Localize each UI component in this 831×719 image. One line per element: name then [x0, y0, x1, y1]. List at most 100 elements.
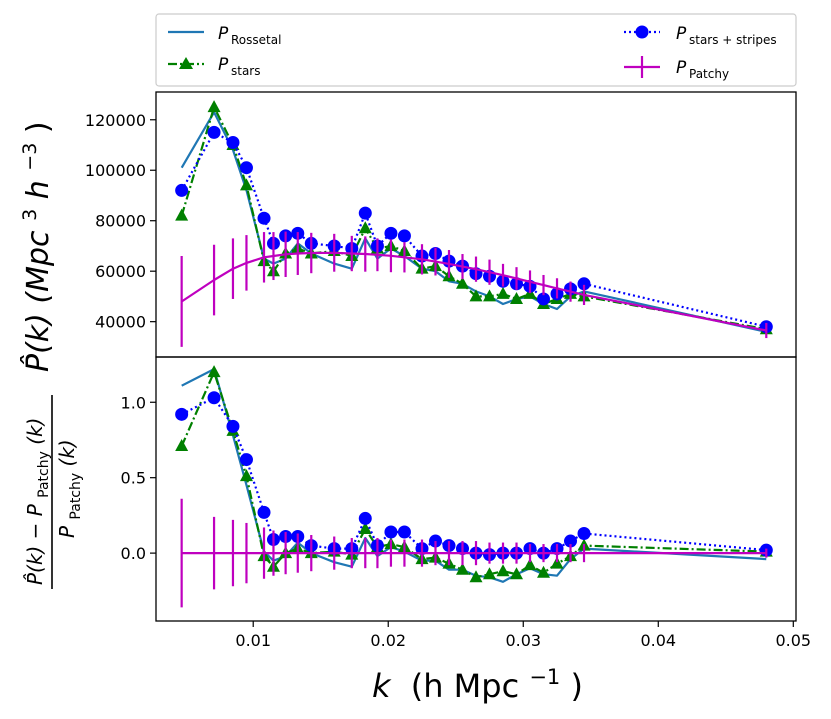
bottom-line-stars: [180, 371, 767, 579]
top-ylabel-text: P̂(k) (Mpc 3 h −3 ): [9, 121, 56, 372]
xtick-label: 0.04: [640, 631, 676, 650]
bottom-point-stars: [358, 521, 372, 534]
top-point-stars: [175, 208, 189, 221]
legend-entry-stars-stripes: P stars + stripes: [624, 24, 777, 47]
legend-label-patchy-sub: Patchy: [689, 67, 729, 81]
legend-entry-stars: P stars: [168, 55, 261, 78]
top-point-stars-stripes: [537, 292, 551, 306]
top-point-stars-stripes: [239, 161, 253, 175]
bottom-ylabel-den-sub: Patchy: [68, 473, 84, 520]
bottom-ylabel-numerator: P̂(k) − P Patchy (k): [23, 418, 53, 585]
legend-label-rossetal-main: P: [218, 24, 229, 44]
bottom-point-stars-stripes: [358, 511, 372, 525]
top-point-stars-stripes: [226, 135, 240, 149]
xlabel-sup: −1: [529, 665, 560, 689]
top-ylabel-close: ): [21, 121, 56, 133]
top-ytick-label: 80000: [95, 212, 146, 231]
legend-entry-rossetal: P Rossetal: [168, 24, 281, 47]
bottom-ylabel-num-main: P̂(k) − P: [23, 503, 47, 585]
bottom-point-stars: [550, 556, 564, 569]
top-ytick-label: 100000: [85, 161, 146, 180]
top-point-stars: [207, 100, 221, 113]
bottom-line-stars-stripes: [181, 396, 767, 556]
legend-label-patchy-main: P: [676, 58, 687, 78]
legend: P Rossetal P stars P stars + stripes P P…: [155, 13, 797, 87]
top-point-stars: [496, 286, 510, 299]
top-point-stars: [239, 178, 253, 191]
bottom-ytick-label: 1.0: [121, 393, 146, 412]
bottom-point-stars: [483, 567, 497, 580]
top-y-axis: 40000 60000 80000 100000 120000: [85, 111, 156, 332]
bottom-series-patchy: [180, 498, 768, 608]
top-y-axis-label: P̂(k) (Mpc 3 h −3 ): [9, 121, 56, 372]
legend-marker-stars-stripes: [635, 25, 649, 39]
top-point-stars-stripes: [257, 211, 271, 225]
bottom-series-stars-stripes: [175, 391, 773, 562]
bottom-point-stars-stripes: [175, 407, 189, 421]
bottom-ylabel-denominator: P Patchy (k): [55, 439, 85, 538]
top-point-stars: [483, 289, 497, 302]
bottom-point-stars-stripes: [239, 453, 253, 467]
top-point-stars-stripes: [207, 125, 221, 139]
legend-label-rossetal-sub: Rossetal: [231, 33, 281, 47]
x-axis: 0.01 0.02 0.03 0.04 0.05: [235, 621, 811, 650]
bottom-ylabel-num-sub: Patchy: [36, 451, 52, 498]
bottom-ylabel-den-main: P: [55, 525, 79, 538]
top-line-patchy: [181, 251, 767, 332]
bottom-point-stars: [523, 558, 537, 571]
bottom-y-axis: 0.0 0.5 1.0: [121, 393, 156, 563]
top-point-stars-stripes: [384, 226, 398, 240]
top-ytick-label: 120000: [85, 111, 146, 130]
top-point-stars-stripes: [577, 277, 591, 291]
bottom-point-stars: [510, 567, 524, 580]
legend-label-stars-stripes-main: P: [676, 24, 687, 44]
top-series-layer: [175, 100, 773, 347]
xlabel-close: ): [570, 667, 582, 705]
legend-label-stars-stripes-sub: stars + stripes: [689, 33, 777, 47]
top-point-stars-stripes: [397, 229, 411, 243]
bottom-point-stars: [239, 469, 253, 482]
legend-entry-patchy: P Patchy: [624, 56, 729, 81]
bottom-ytick-label: 0.0: [121, 544, 146, 563]
top-series-patchy: [180, 231, 768, 347]
bottom-point-stars-stripes: [577, 527, 591, 541]
top-ylabel-sup2: −3: [19, 143, 41, 171]
xtick-label: 0.02: [370, 631, 406, 650]
bottom-point-stars-stripes: [397, 525, 411, 539]
bottom-y-axis-label: P̂(k) − P Patchy (k) P Patchy (k): [23, 395, 85, 589]
top-ylabel-main: P̂(k) (Mpc: [20, 230, 56, 372]
top-point-stars-stripes: [358, 206, 372, 220]
bottom-point-stars-stripes: [564, 534, 578, 548]
bottom-point-stars-stripes: [207, 391, 221, 405]
top-ytick-label: 40000: [95, 313, 146, 332]
bottom-panel: 0.0 0.5 1.0 0.01 0.02 0.03 0.04 0.05: [121, 356, 811, 650]
xtick-label: 0.01: [235, 631, 271, 650]
bottom-ytick-label: 0.5: [121, 469, 146, 488]
top-point-stars: [358, 221, 372, 234]
top-point-stars: [469, 289, 483, 302]
bottom-point-stars: [496, 564, 510, 577]
xlabel-k: k: [372, 667, 392, 705]
top-ylabel-h: h: [21, 180, 56, 199]
bottom-point-stars: [537, 565, 551, 578]
bottom-point-stars-stripes: [384, 525, 398, 539]
bottom-series-layer: [175, 365, 773, 608]
bottom-point-stars: [175, 439, 189, 452]
top-ytick-label: 60000: [95, 262, 146, 281]
legend-label-stars-sub: stars: [231, 64, 261, 78]
top-point-stars-stripes: [175, 183, 189, 197]
top-series-stars-stripes: [175, 125, 773, 334]
bottom-ylabel-den-arg: (k): [55, 439, 79, 466]
bottom-plot-frame: [155, 356, 797, 622]
bottom-point-stars: [207, 365, 221, 378]
legend-marker-stars: [179, 57, 193, 69]
legend-label-stars-main: P: [218, 55, 229, 75]
xtick-label: 0.03: [505, 631, 541, 650]
top-point-stars: [455, 276, 469, 289]
top-ylabel-sup1: 3: [19, 209, 41, 221]
x-axis-label: k (h Mpc −1 ): [372, 654, 583, 705]
bottom-point-stars-stripes: [226, 419, 240, 433]
bottom-point-stars: [455, 562, 469, 575]
top-panel: 40000 60000 80000 100000 120000: [85, 91, 797, 358]
